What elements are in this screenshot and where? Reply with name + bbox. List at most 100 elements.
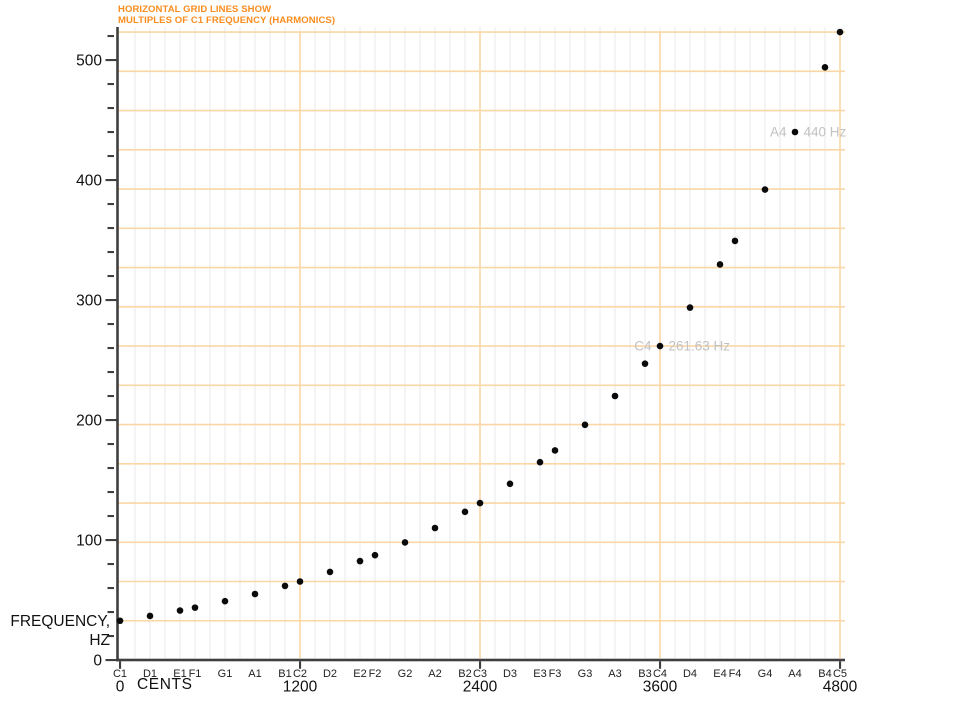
y-minor-tick (107, 107, 114, 110)
data-point-A2 (431, 524, 439, 532)
y-tick-label: 200 (76, 412, 102, 429)
y-axis-line (116, 27, 119, 662)
chart-title-line2: MULTIPLES OF C1 FREQUENCY (HARMONICS) (118, 15, 336, 26)
y-major-tick (105, 659, 117, 662)
data-point-C1 (116, 617, 124, 625)
y-minor-tick (107, 275, 114, 278)
y-minor-tick (107, 227, 114, 230)
note-label: E1 (173, 668, 186, 680)
x-tick-label: 3600 (643, 679, 678, 696)
x-major-tick (299, 661, 302, 669)
data-point-E2 (356, 557, 364, 565)
note-label: F2 (369, 668, 382, 680)
data-point-C2 (296, 578, 304, 585)
note-label: C3 (473, 668, 487, 680)
y-major-tick (105, 539, 117, 542)
data-point-B2 (461, 508, 469, 516)
y-minor-tick (107, 323, 114, 326)
y-tick-label: 100 (76, 532, 102, 549)
note-label: G2 (398, 668, 413, 680)
y-minor-tick (107, 635, 114, 638)
note-label: F1 (189, 668, 202, 680)
y-minor-tick (107, 35, 114, 38)
note-label: G4 (758, 668, 773, 680)
data-point-C5 (836, 28, 844, 36)
data-point-D2 (326, 568, 334, 576)
data-point-E4 (716, 261, 724, 268)
data-point-A1 (251, 590, 259, 598)
note-label: E4 (713, 668, 726, 680)
y-axis-title-line1: FREQUENCY, (10, 613, 110, 630)
note-label: C1 (113, 668, 127, 680)
annotation-note-C4: C4 (634, 339, 652, 354)
note-label: E3 (533, 668, 546, 680)
y-tick-label: 400 (76, 172, 102, 189)
data-point-F3 (551, 447, 559, 454)
data-point-G1 (221, 597, 229, 605)
y-minor-tick (107, 491, 114, 494)
x-axis-title: CENTS (137, 676, 193, 693)
y-minor-tick (107, 347, 114, 350)
data-point-G2 (401, 539, 409, 546)
note-label: D3 (503, 668, 517, 680)
x-tick-label: 1200 (283, 679, 318, 696)
data-point-A3 (611, 392, 619, 400)
y-minor-tick (107, 251, 114, 254)
y-minor-tick (107, 155, 114, 158)
y-minor-tick (107, 515, 114, 518)
y-major-tick (105, 179, 117, 182)
y-tick-label: 500 (76, 52, 102, 69)
y-minor-tick (107, 395, 114, 398)
note-label: B4 (818, 668, 831, 680)
data-point-F1 (191, 604, 199, 611)
note-label: G1 (218, 668, 233, 680)
y-major-tick (105, 419, 117, 422)
x-major-tick (839, 661, 842, 669)
x-major-tick (479, 661, 482, 669)
data-point-B1 (281, 582, 289, 590)
y-minor-tick (107, 563, 114, 566)
data-point-G3 (581, 421, 589, 429)
y-minor-tick (107, 611, 114, 614)
data-point-F4 (731, 237, 739, 245)
y-minor-tick (107, 131, 114, 134)
chart-title: HORIZONTAL GRID LINES SHOW MULTIPLES OF … (118, 4, 335, 26)
y-minor-tick (107, 371, 114, 374)
note-label: F4 (729, 668, 742, 680)
data-point-F2 (371, 551, 379, 559)
data-point-D1 (146, 612, 154, 620)
y-major-tick (105, 59, 117, 62)
note-label: D1 (143, 668, 157, 680)
note-label: B2 (458, 668, 471, 680)
note-label: C4 (653, 668, 667, 680)
y-tick-label: 0 (93, 652, 102, 669)
note-label: A1 (248, 668, 261, 680)
note-label: E2 (353, 668, 366, 680)
x-tick-label: 2400 (463, 679, 498, 696)
y-axis-title: FREQUENCY, HZ (0, 612, 110, 650)
data-point-C3 (476, 499, 484, 507)
note-label: G3 (578, 668, 593, 680)
note-label: C5 (833, 668, 847, 680)
annotation-value-A4: 440 Hz (804, 125, 847, 140)
data-point-B4 (821, 64, 829, 71)
y-minor-tick (107, 467, 114, 470)
x-tick-label: 4800 (823, 679, 858, 696)
note-label: B1 (278, 668, 291, 680)
y-axis-title-line2: HZ (89, 632, 110, 649)
note-label: A2 (428, 668, 441, 680)
y-tick-label: 300 (76, 292, 102, 309)
data-point-A4 (791, 128, 799, 136)
note-label: A4 (788, 668, 801, 680)
y-minor-tick (107, 587, 114, 590)
data-point-D4 (686, 304, 694, 311)
x-tick-label: 0 (116, 679, 125, 696)
annotation-note-A4: A4 (770, 125, 787, 140)
note-label: D2 (323, 668, 337, 680)
note-label: D4 (683, 668, 697, 680)
data-point-D3 (506, 480, 514, 488)
x-major-tick (659, 661, 662, 669)
data-point-C4 (656, 342, 664, 350)
